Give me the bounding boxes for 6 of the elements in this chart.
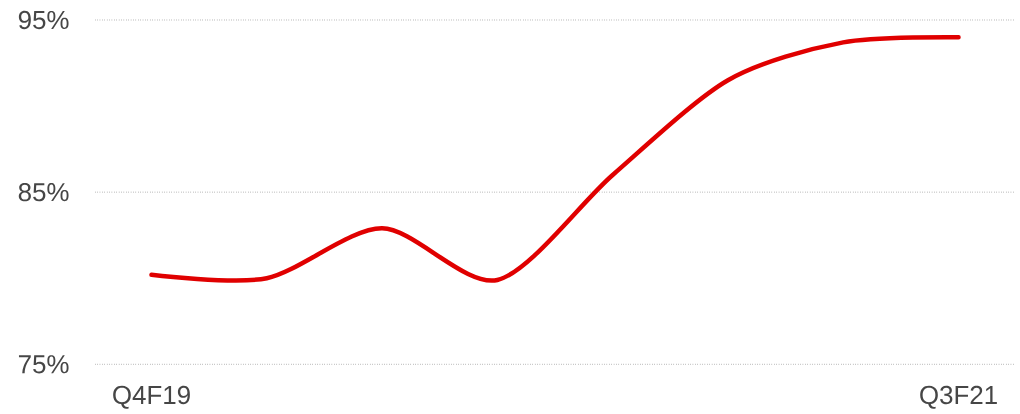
y-tick-label: 85% xyxy=(18,182,69,202)
y-tick-label: 75% xyxy=(18,355,69,374)
x-tick-label: Q4F19 xyxy=(113,385,190,409)
y-tick-label: 95% xyxy=(18,10,69,30)
line-series xyxy=(149,34,961,283)
x-tick-label: Q3F21 xyxy=(920,385,997,409)
